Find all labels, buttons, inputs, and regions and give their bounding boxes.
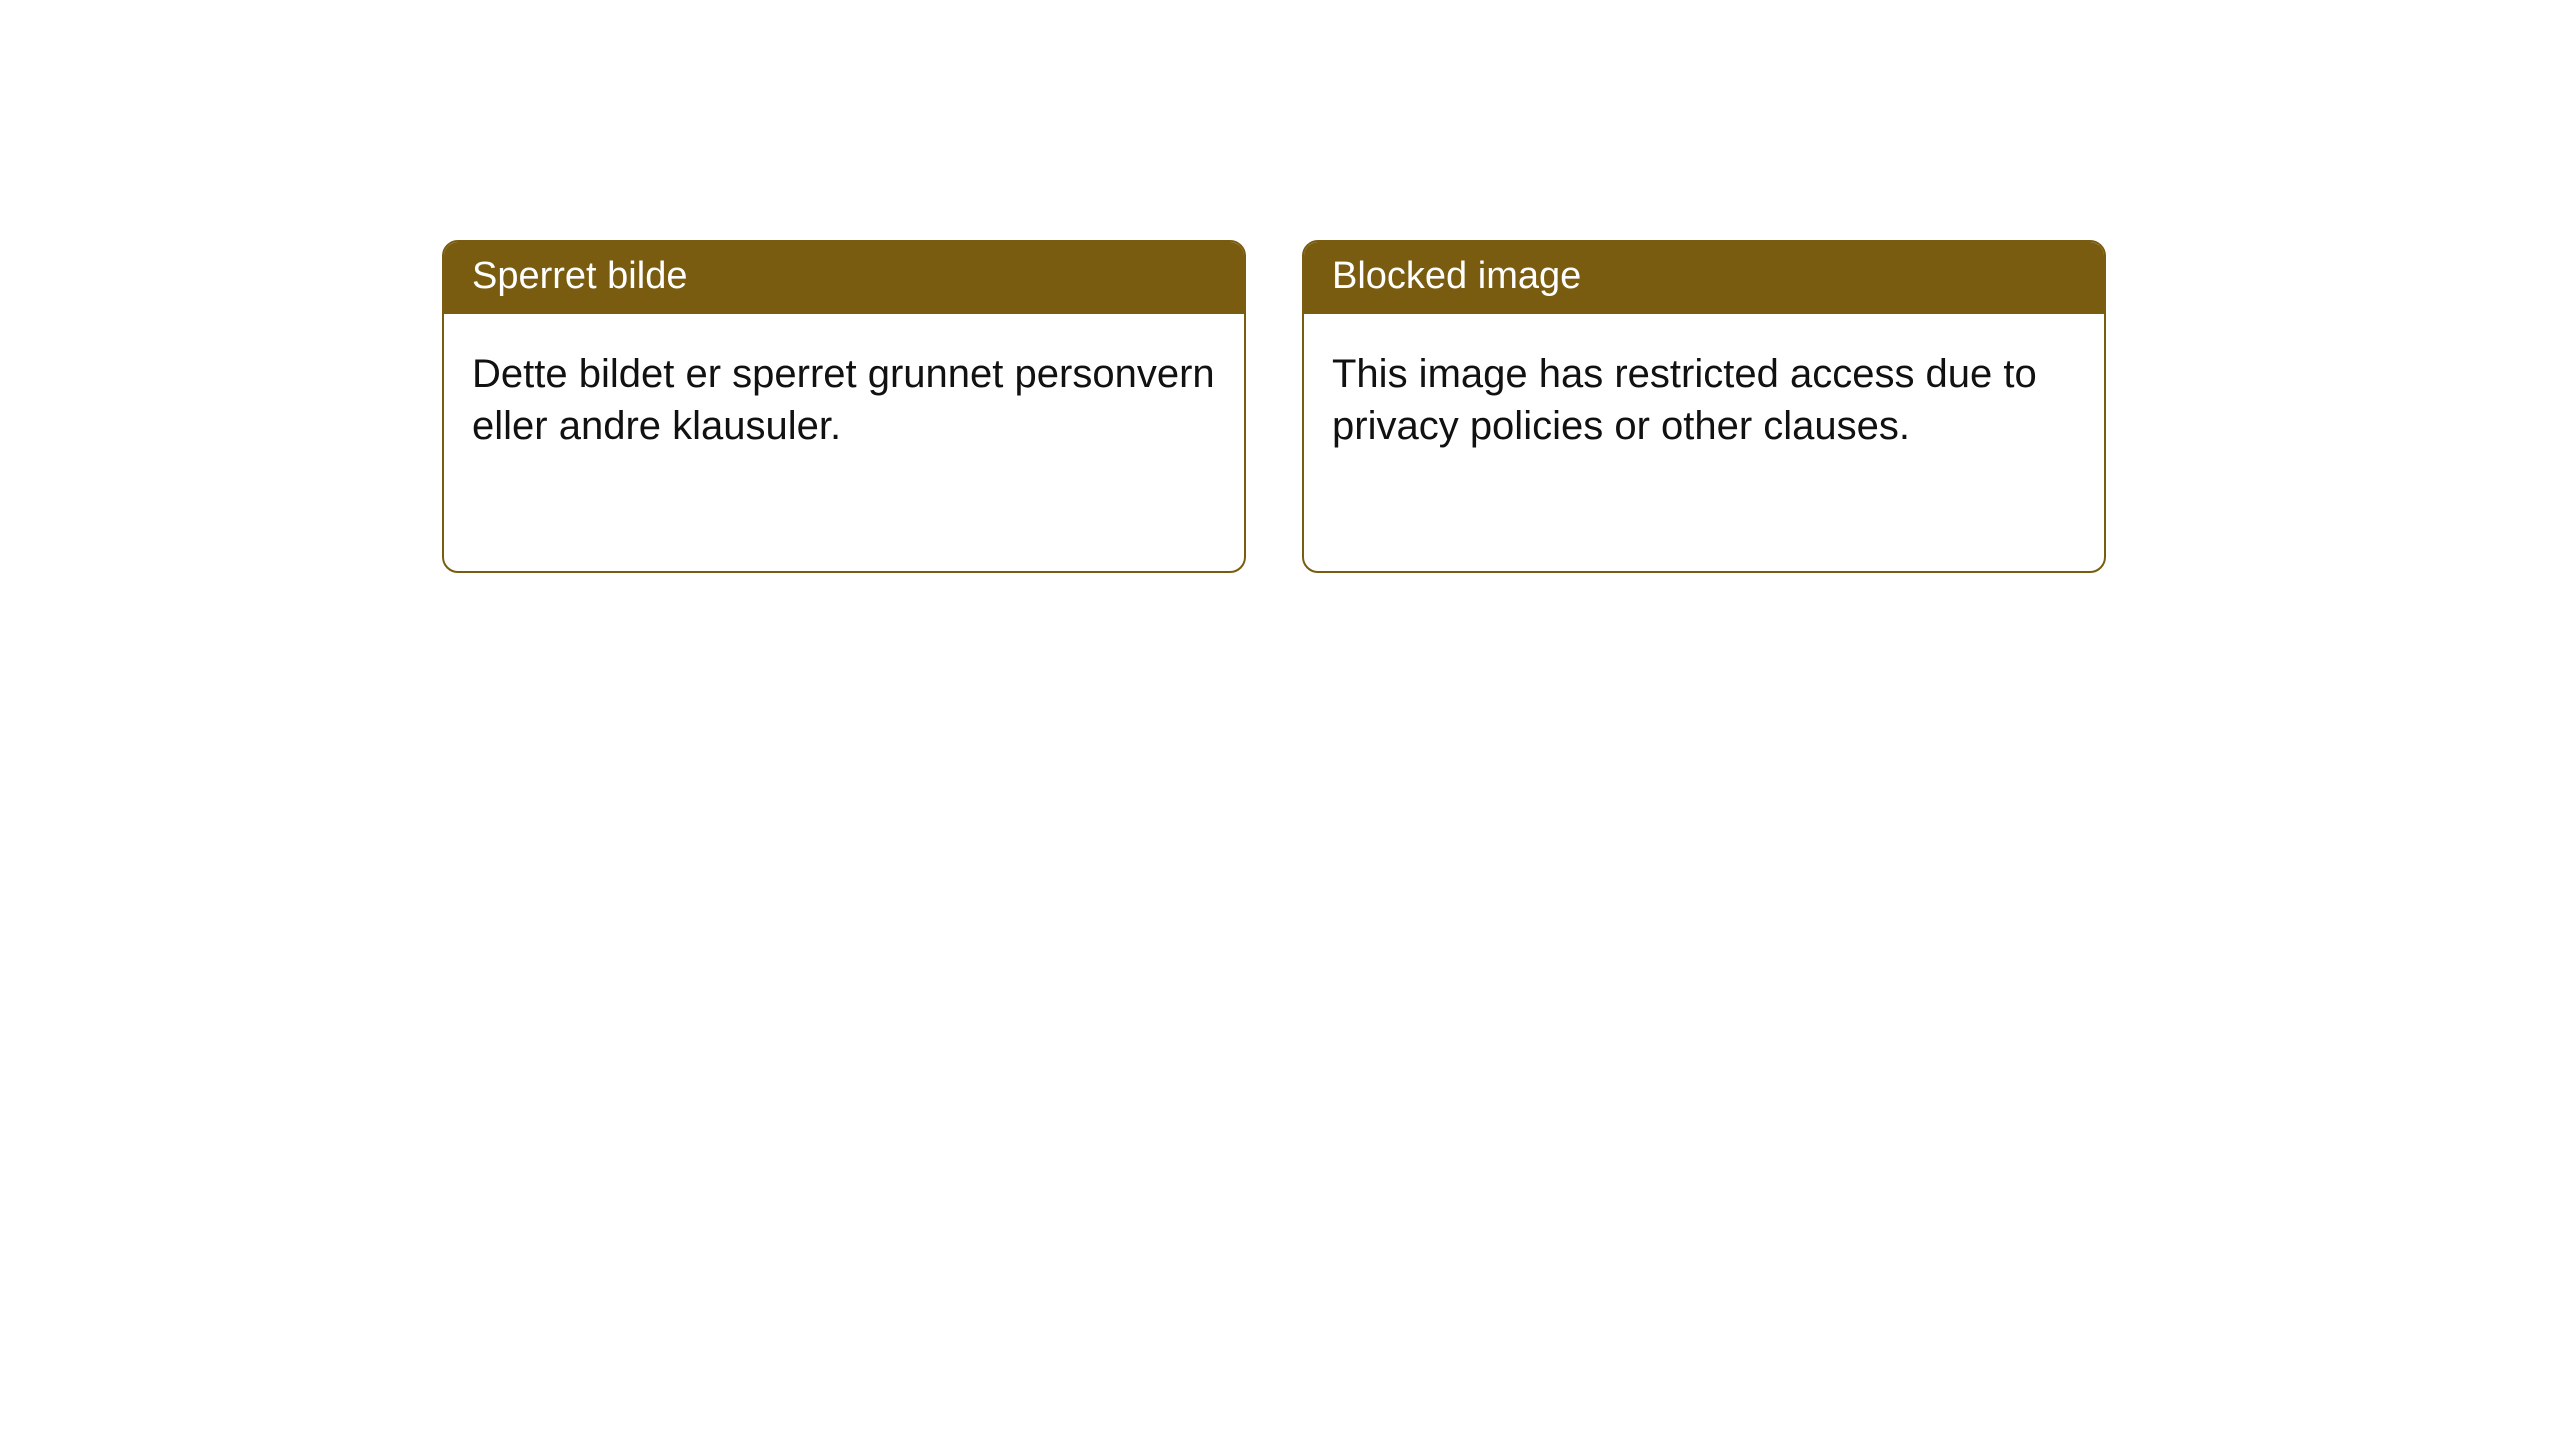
card-text: Dette bildet er sperret grunnet personve… — [472, 348, 1216, 454]
card-title: Sperret bilde — [472, 254, 1216, 300]
notice-container: Sperret bilde Dette bildet er sperret gr… — [442, 240, 2106, 573]
card-text: This image has restricted access due to … — [1332, 348, 2076, 454]
card-header: Blocked image — [1304, 242, 2104, 314]
notice-card-english: Blocked image This image has restricted … — [1302, 240, 2106, 573]
card-body: Dette bildet er sperret grunnet personve… — [444, 314, 1244, 482]
card-body: This image has restricted access due to … — [1304, 314, 2104, 482]
card-header: Sperret bilde — [444, 242, 1244, 314]
notice-card-norwegian: Sperret bilde Dette bildet er sperret gr… — [442, 240, 1246, 573]
card-title: Blocked image — [1332, 254, 2076, 300]
